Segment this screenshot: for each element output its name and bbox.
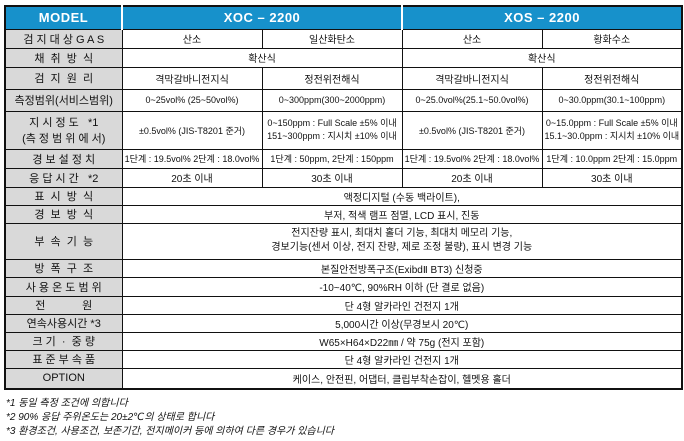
cell-accuracy-xos-2: 0~15.0ppm : Full Scale ±5% 이내 15.1~30.0pp… [541, 110, 683, 150]
cell-response-xos-1: 20초 이내 [401, 167, 543, 188]
cell-range-xoc-1: 0~25vol% (25~50vol%) [121, 88, 263, 112]
row-target-gas: 검 지 대 상 G A S 산소 일산화탄소 산소 황화수소 [4, 28, 683, 49]
cell-alarm-type-value: 부저, 적색 램프 점멸, LCD 표시, 진동 [121, 204, 683, 224]
row-option: OPTION 케이스, 안전핀, 어댑터, 클립부착손잡이, 헬멧용 홀더 [4, 367, 683, 390]
cell-gas-xoc-1: 산소 [121, 28, 263, 49]
cell-accessories-value: 단 4형 알카라인 건전지 1개 [121, 349, 683, 369]
row-label-functions: 부 속 기 능 [4, 222, 123, 260]
model-header-cell: MODEL [4, 5, 123, 30]
cell-temp-range-value: -10~40℃, 90%RH 이하 (단 결로 없음) [121, 276, 683, 297]
row-label-alarm-setpoint: 경 보 설 정 치 [4, 148, 123, 169]
cell-principle-xoc-2: 정전위전해식 [261, 66, 403, 90]
row-extra-functions: 부 속 기 능 전지잔량 표시, 최대치 홀더 기능, 최대치 메모리 기능, 경… [4, 222, 683, 260]
accuracy-xos-line1: 0~15.0ppm : Full Scale ±5% 이내 [545, 117, 678, 128]
cell-alarmset-xos-1: 1단계 : 19.5vol% 2단계 : 18.0vol% [401, 148, 543, 169]
row-label-explosion: 방 폭 구 조 [4, 258, 123, 278]
row-measuring-range: 측정범위(서비스범위) 0~25vol% (25~50vol%) 0~300pp… [4, 88, 683, 112]
row-display-type: 표 시 방 식 액정디지털 (수동 백라이트), [4, 186, 683, 206]
cell-accuracy-xoc-2: 0~150ppm : Full Scale ±5% 이내 151~300ppm :… [261, 110, 403, 150]
row-response-time: 응 답 시 간 *2 20초 이내 30초 이내 20초 이내 30초 이내 [4, 167, 683, 188]
functions-line2: 경보기능(센서 이상, 전지 잔량, 제로 조정 불량), 표시 변경 기능 [271, 242, 533, 253]
row-label-accessories: 표 준 부 속 품 [4, 349, 123, 369]
cell-response-xoc-2: 30초 이내 [261, 167, 403, 188]
cell-functions-value: 전지잔량 표시, 최대치 홀더 기능, 최대치 메모리 기능, 경보기능(센서 이… [121, 222, 683, 260]
model-xoc-header-cell: XOC – 2200 [120, 5, 403, 30]
cell-principle-xos-2: 정전위전해식 [541, 66, 683, 90]
row-label-range: 측정범위(서비스범위) [4, 88, 123, 112]
accuracy-label-line2: (측 정 범 위 에 서) [22, 133, 106, 145]
row-label-alarm-type: 경 보 방 식 [4, 204, 123, 224]
row-label-accuracy: 지 시 정 도 *1 (측 정 범 위 에 서) [4, 110, 123, 150]
cell-size-weight-value: W65×H64×D22㎜ / 약 75g (전지 포함) [121, 331, 683, 351]
accuracy-xos-line2: 15.1~30.0ppm : 지시치 ±10% 이내 [544, 131, 680, 141]
row-label-power: 전 원 [4, 295, 123, 315]
cell-alarmset-xoc-1: 1단계 : 19.5vol% 2단계 : 18.0vol% [121, 148, 263, 169]
row-size-weight: 크 기 · 중 량 W65×H64×D22㎜ / 약 75g (전지 포함) [4, 331, 683, 351]
row-label-battery-life: 연속사용시간 *3 [4, 313, 123, 333]
footnotes: *1 동일 측정 조건에 의합니다 *2 90% 응답 주위온도는 20±2℃의… [6, 397, 684, 439]
row-label-sampling: 채 취 방 식 [4, 47, 123, 68]
cell-range-xos-2: 0~30.0ppm(30.1~100ppm) [541, 88, 683, 112]
model-xos-header-cell: XOS – 2200 [401, 5, 683, 30]
accuracy-xoc-line1: 0~150ppm : Full Scale ±5% 이내 [267, 117, 397, 128]
cell-range-xoc-2: 0~300ppm(300~2000ppm) [261, 88, 403, 112]
row-operating-temp: 사 용 온 도 범 위 -10~40℃, 90%RH 이하 (단 결로 없음) [4, 276, 683, 297]
cell-power-value: 단 4형 알카라인 건전지 1개 [121, 295, 683, 315]
cell-accuracy-xos-1: ±0.5vol% (JIS-T8201 준거) [401, 110, 543, 150]
footnote-1: *1 동일 측정 조건에 의합니다 [6, 398, 128, 409]
cell-response-xoc-1: 20초 이내 [121, 167, 263, 188]
cell-option-value: 케이스, 안전핀, 어댑터, 클립부착손잡이, 헬멧용 홀더 [121, 367, 683, 390]
row-alarm-setpoint: 경 보 설 정 치 1단계 : 19.5vol% 2단계 : 18.0vol% … [4, 148, 683, 169]
accuracy-label-line1: 지 시 정 도 *1 [29, 117, 99, 129]
functions-line1: 전지잔량 표시, 최대치 홀더 기능, 최대치 메모리 기능, [291, 227, 513, 239]
spec-table: MODEL XOC – 2200 XOS – 2200 검 지 대 상 G A … [4, 5, 684, 390]
row-battery-life: 연속사용시간 *3 5,000시간 이상(무경보시 20℃) [4, 313, 683, 333]
row-indication-accuracy: 지 시 정 도 *1 (측 정 범 위 에 서) ±0.5vol% (JIS-T8… [4, 110, 683, 150]
row-label-option: OPTION [4, 367, 123, 390]
row-power: 전 원 단 4형 알카라인 건전지 1개 [4, 295, 683, 315]
cell-alarmset-xos-2: 1단계 : 10.0ppm 2단계 : 15.0ppm [541, 148, 683, 169]
accuracy-xoc-line2: 151~300ppm : 지시치 ±10% 이내 [267, 131, 397, 141]
cell-gas-xos-1: 산소 [401, 28, 543, 49]
cell-alarmset-xoc-2: 1단계 : 50ppm, 2단계 : 150ppm [261, 148, 403, 169]
row-alarm-type: 경 보 방 식 부저, 적색 램프 점멸, LCD 표시, 진동 [4, 204, 683, 224]
cell-sampling-xos: 확산식 [401, 47, 683, 68]
row-label-target-gas: 검 지 대 상 G A S [4, 28, 123, 49]
cell-range-xos-1: 0~25.0vol%(25.1~50.0vol%) [401, 88, 543, 112]
row-label-temp-range: 사 용 온 도 범 위 [4, 276, 123, 297]
row-explosion-proof: 방 폭 구 조 본질안전방폭구조(ExibdⅡ BT3) 신청중 [4, 258, 683, 278]
footnote-3: *3 환경조건, 사용조건, 보존기간, 전지메이커 등에 의하여 다른 경우가… [6, 426, 334, 437]
footnote-2: *2 90% 응답 주위온도는 20±2℃의 상태로 합니다 [6, 412, 215, 423]
row-standard-accessories: 표 준 부 속 품 단 4형 알카라인 건전지 1개 [4, 349, 683, 369]
cell-principle-xos-1: 격막갈바니전지식 [401, 66, 543, 90]
cell-accuracy-xoc-1: ±0.5vol% (JIS-T8201 준거) [121, 110, 263, 150]
cell-battery-life-value: 5,000시간 이상(무경보시 20℃) [121, 313, 683, 333]
cell-gas-xos-2: 황화수소 [541, 28, 683, 49]
row-label-response: 응 답 시 간 *2 [4, 167, 123, 188]
row-label-display: 표 시 방 식 [4, 186, 123, 206]
cell-gas-xoc-2: 일산화탄소 [261, 28, 403, 49]
cell-sampling-xoc: 확산식 [121, 47, 403, 68]
row-label-size-weight: 크 기 · 중 량 [4, 331, 123, 351]
row-detection-principle: 검 지 원 리 격막갈바니전지식 정전위전해식 격막갈바니전지식 정전위전해식 [4, 66, 683, 90]
row-sampling-method: 채 취 방 식 확산식 확산식 [4, 47, 683, 68]
cell-principle-xoc-1: 격막갈바니전지식 [121, 66, 263, 90]
cell-explosion-value: 본질안전방폭구조(ExibdⅡ BT3) 신청중 [121, 258, 683, 278]
row-label-principle: 검 지 원 리 [4, 66, 123, 90]
cell-response-xos-2: 30초 이내 [541, 167, 683, 188]
header-row: MODEL XOC – 2200 XOS – 2200 [4, 5, 683, 30]
cell-display-value: 액정디지털 (수동 백라이트), [121, 186, 683, 206]
